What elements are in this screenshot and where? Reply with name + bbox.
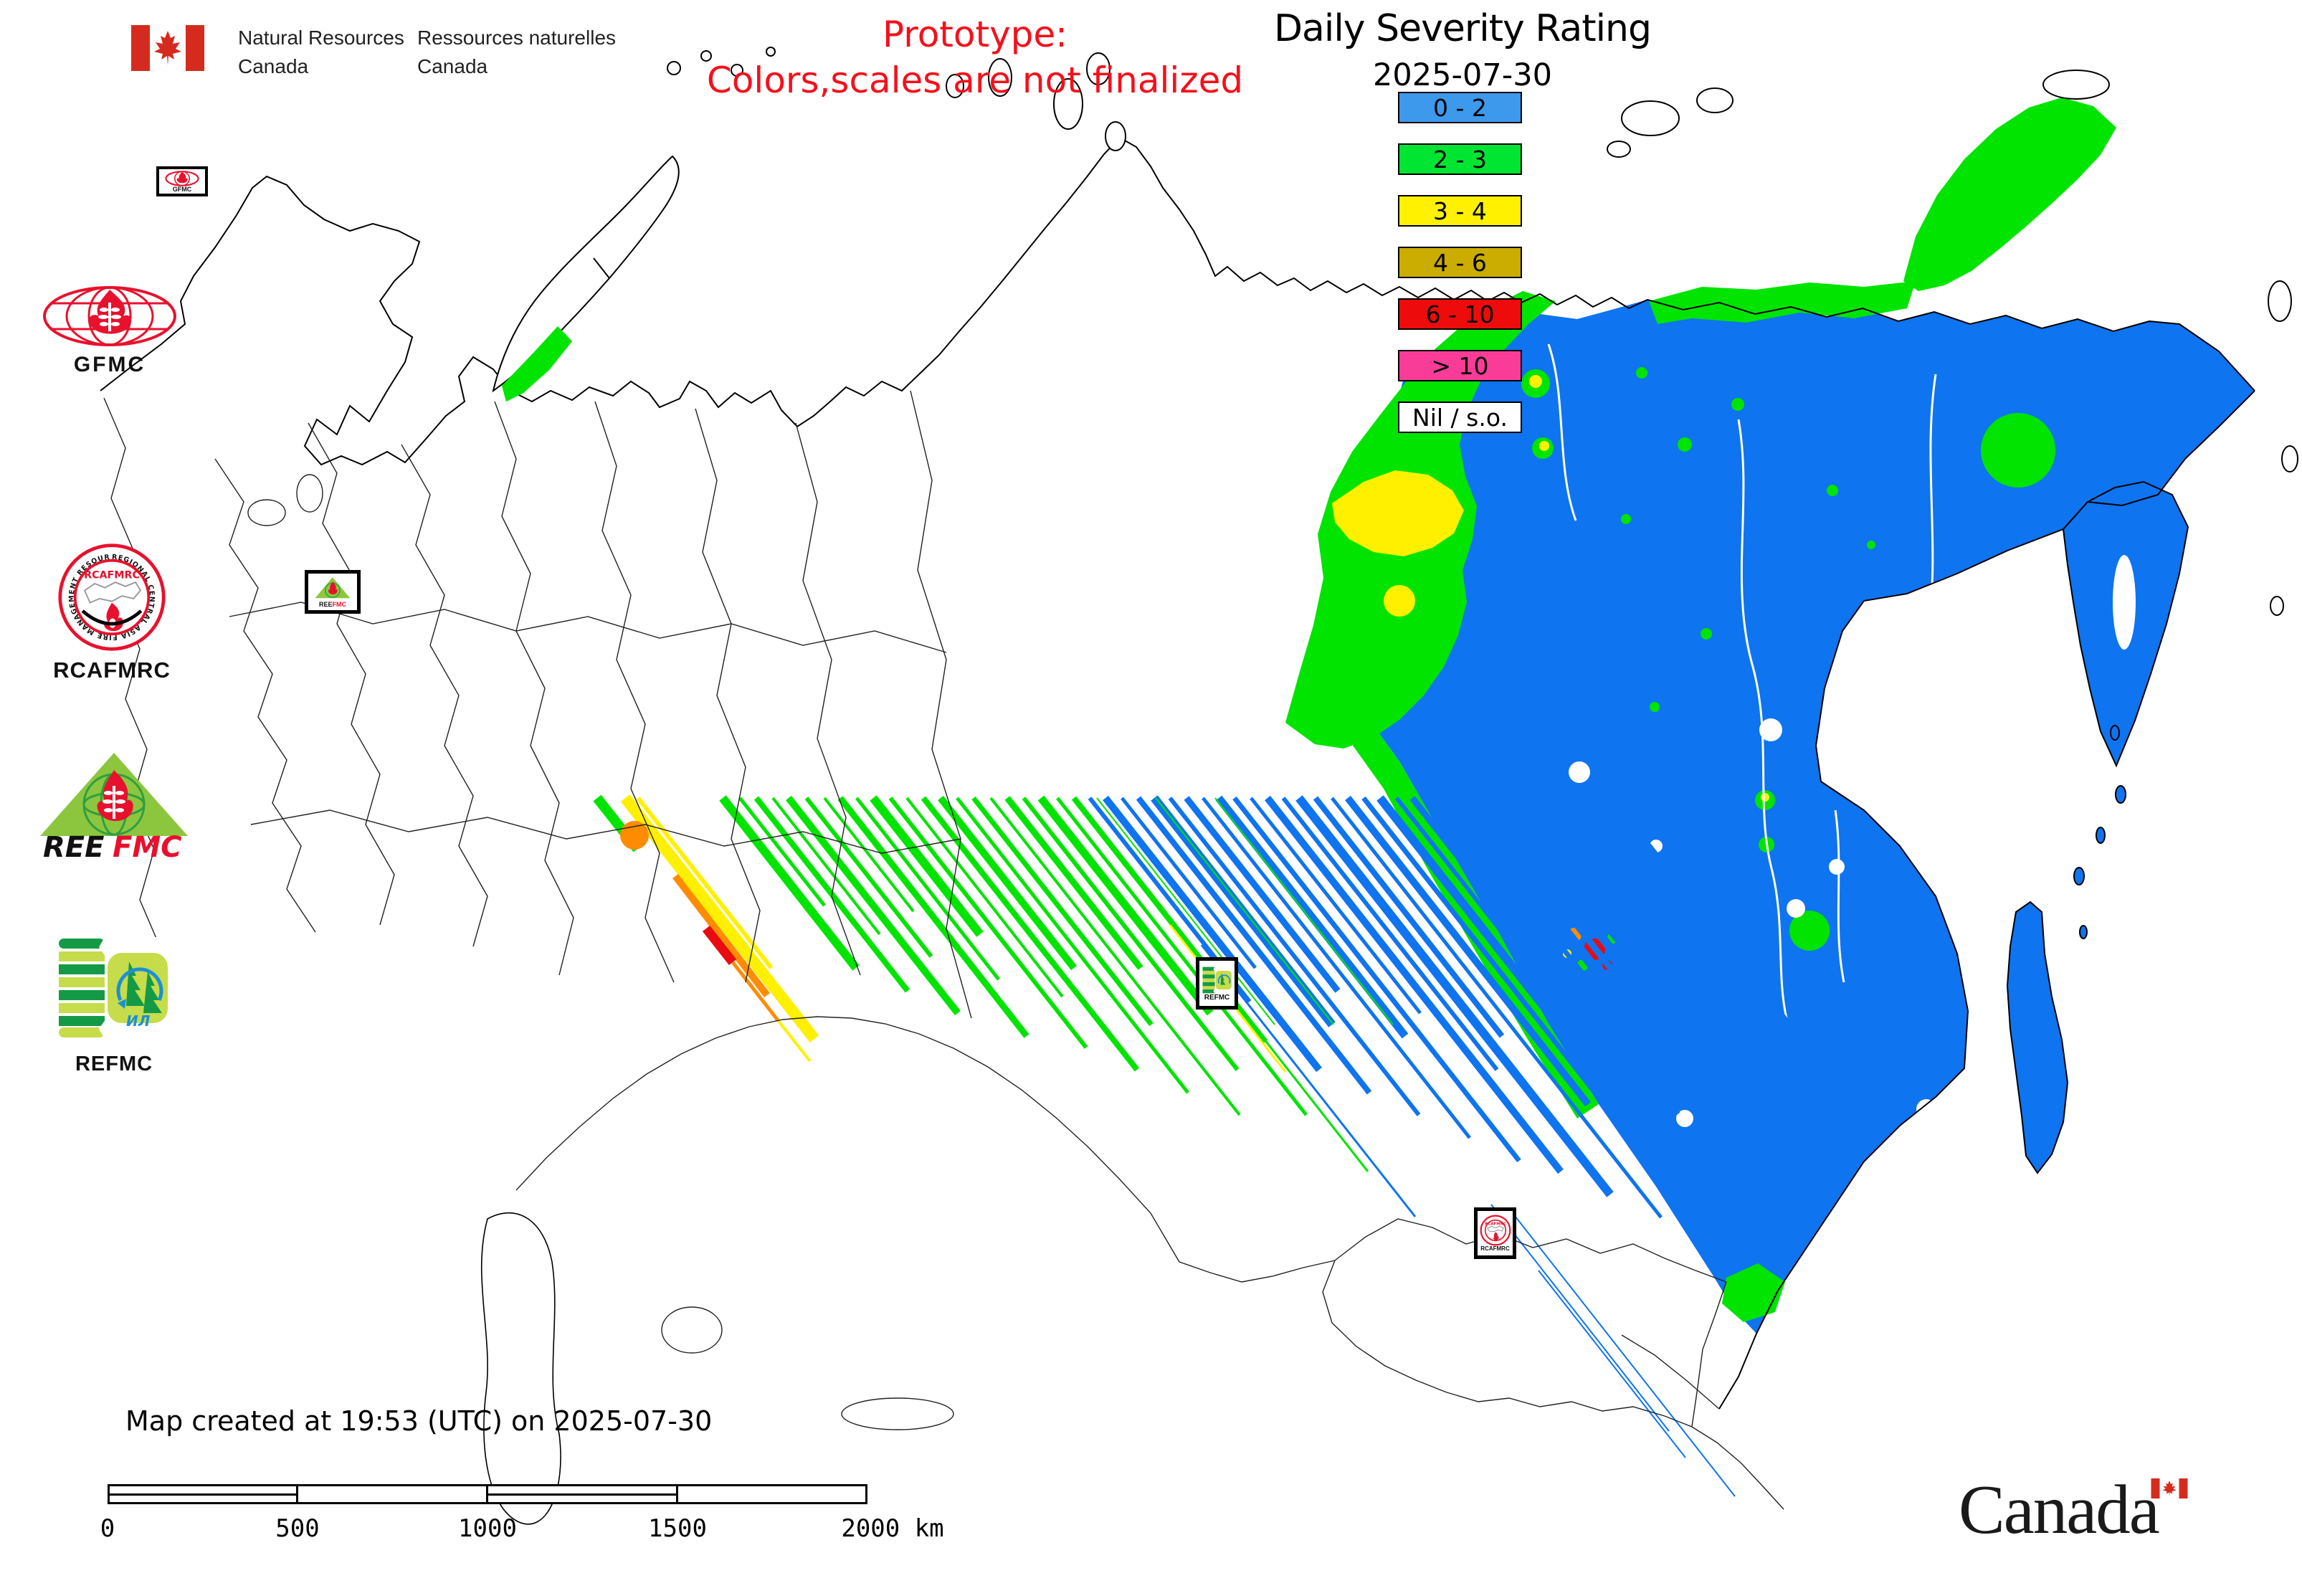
- legend-item-6-10: 6 - 10: [1398, 298, 1522, 330]
- gfmc-logo: [43, 286, 176, 346]
- prototype-line2: Colors,scales are not finalized: [706, 60, 1244, 101]
- map-marker-refmc-label: REFMC: [1204, 993, 1230, 1002]
- arctic-islands: [667, 47, 2298, 616]
- map-marker-reefmc: REEFMC: [305, 570, 361, 614]
- gfmc-label: GFMC: [73, 353, 146, 376]
- nrcan-en-line2: Canada: [238, 55, 309, 77]
- scale-tick-1000: 1000: [458, 1514, 517, 1543]
- map-created-text: Map created at 19:53 (UTC) on 2025-07-30: [125, 1405, 713, 1437]
- scale-midline: [110, 1493, 296, 1496]
- map-date: 2025-07-30: [1373, 57, 1552, 93]
- reefmc-wordmark-black: REE: [43, 831, 104, 859]
- prototype-warning: Prototype: Colors,scales are not finaliz…: [674, 11, 1276, 103]
- map-marker-reefmc-label-red: FMC: [332, 601, 347, 608]
- map-marker-refmc: REFMC: [1196, 957, 1238, 1010]
- nrcan-signature-en: Natural Resources Canada: [238, 24, 404, 81]
- scale-tick-0: 0: [100, 1514, 115, 1543]
- legend-item-nil: Nil / s.o.: [1398, 402, 1522, 433]
- dsr-blue-region: [1362, 300, 2255, 1334]
- scale-end-label: 2000 km: [841, 1514, 944, 1543]
- streak-artifacts: [593, 793, 1809, 1497]
- legend-item-2-3: 2 - 3: [1398, 143, 1522, 175]
- map-marker-rcafmrc-label: RCAFMRC: [1480, 1245, 1510, 1252]
- nrcan-signature-fr: Ressources naturelles Canada: [417, 24, 616, 81]
- scale-divider: [486, 1486, 488, 1502]
- scale-divider: [296, 1486, 298, 1502]
- white-holes-and-rivers: [1237, 343, 1937, 1127]
- rcafmrc-mini-icon: RCAFMRC: [1480, 1215, 1511, 1246]
- canada-flag-icon: [131, 25, 204, 71]
- reefmc-logo: REE FMC: [40, 753, 188, 859]
- nrcan-fr-line2: Canada: [417, 55, 488, 77]
- coastlines: [100, 136, 2255, 1410]
- scale-tick-1500: 1500: [648, 1514, 707, 1543]
- inland-borders: [103, 390, 1784, 1525]
- refmc-logo: ИЛ: [59, 937, 168, 1039]
- kuril-islands: [2073, 725, 2126, 939]
- page-title: Daily Severity Rating: [1273, 7, 1652, 50]
- rcafmrc-logo: REGIONAL CENTRAL ASIA FIRE MANAGEMENT RE…: [57, 543, 166, 651]
- rcafmrc-inner-label: RCAFMRC: [84, 569, 140, 581]
- reefmc-mini-icon: [315, 577, 351, 599]
- nrcan-fr-line1: Ressources naturelles: [417, 27, 617, 49]
- legend-item-gt10: > 10: [1398, 350, 1522, 381]
- legend-item-4-6: 4 - 6: [1398, 247, 1522, 278]
- rcafmrc-label: RCAFMRC: [53, 657, 171, 683]
- reefmc-wordmark-red: FMC: [113, 831, 181, 859]
- nrcan-en-line1: Natural Resources: [238, 27, 404, 49]
- canada-wordmark-flag-icon: [2151, 1478, 2188, 1498]
- canada-wordmark: Canada: [1959, 1471, 2160, 1548]
- map-marker-reefmc-label-black: REE: [318, 601, 333, 608]
- map-marker-gfmc-label: GFMC: [172, 185, 192, 193]
- svg-text:RCAFMRC: RCAFMRC: [1484, 1222, 1506, 1226]
- map-marker-rcafmrc: RCAFMRC RCAFMRC: [1474, 1207, 1516, 1259]
- scale-tick-500: 500: [275, 1514, 320, 1543]
- dsr-yellow-regions: [1332, 375, 1769, 802]
- map-marker-gfmc: GFMC: [156, 166, 208, 196]
- scale-divider: [676, 1486, 678, 1502]
- legend-item-3-4: 3 - 4: [1398, 195, 1522, 227]
- gfmc-mini-icon: [165, 170, 199, 186]
- refmc-mini-icon: [1202, 966, 1232, 994]
- scale-midline: [488, 1493, 676, 1496]
- legend-item-0-2: 0 - 2: [1398, 92, 1522, 123]
- scale-bar: [108, 1484, 867, 1504]
- refmc-label: REFMC: [75, 1053, 153, 1075]
- prototype-line1: Prototype:: [882, 14, 1068, 55]
- refmc-inner-text: ИЛ: [126, 1012, 151, 1030]
